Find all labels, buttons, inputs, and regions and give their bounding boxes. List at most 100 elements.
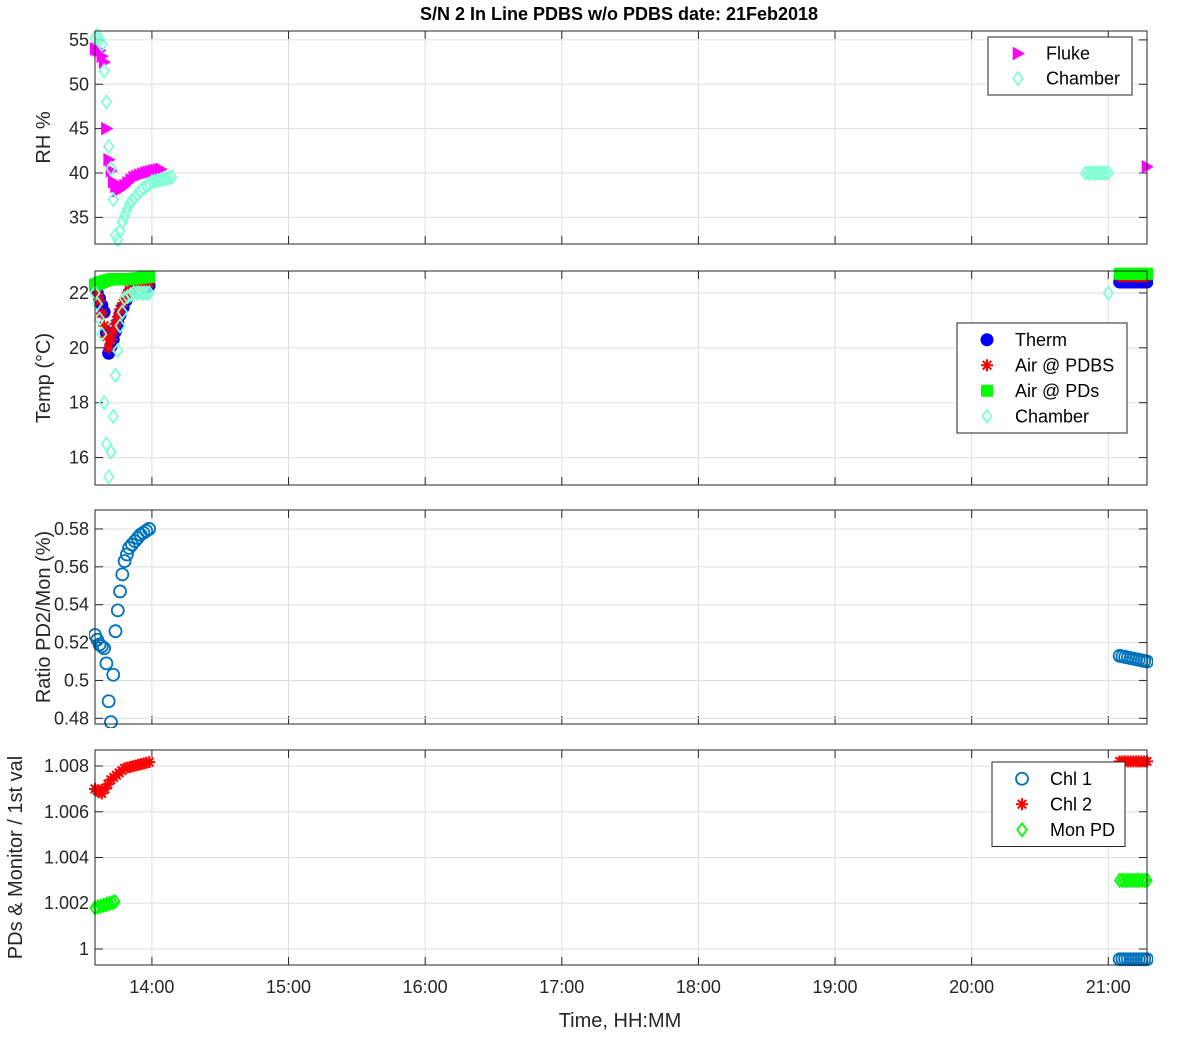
y-tick-label: 0.54 xyxy=(54,595,89,615)
y-tick-label: 50 xyxy=(69,74,89,94)
data-point xyxy=(108,624,123,639)
data-point xyxy=(109,893,121,910)
x-tick-label: 21:00 xyxy=(1086,977,1131,997)
markers xyxy=(89,522,1153,728)
y-tick-label: 45 xyxy=(69,119,89,139)
y-tick-label: 1 xyxy=(79,939,89,959)
axes-box xyxy=(94,749,1148,966)
data-point xyxy=(115,567,130,582)
y-tick-label: 0.5 xyxy=(64,670,89,690)
legend-label: Fluke xyxy=(1046,44,1090,64)
y-tick-label: 0.58 xyxy=(54,519,89,539)
series-2 xyxy=(89,27,1115,248)
data-point xyxy=(109,367,122,384)
x-tick-label: 14:00 xyxy=(129,977,174,997)
data-point xyxy=(102,468,115,485)
y-tick-label: 1.002 xyxy=(44,893,89,913)
data-point xyxy=(102,341,115,354)
x-tick-label: 19:00 xyxy=(813,977,858,997)
x-tick-label: 18:00 xyxy=(676,977,721,997)
axes-box xyxy=(94,270,1148,486)
data-point xyxy=(143,176,155,193)
figure-title: S/N 2 In Line PDBS w/o PDBS date: 21Feb2… xyxy=(420,4,818,24)
data-point xyxy=(107,191,120,208)
data-point xyxy=(103,152,116,167)
data-point xyxy=(93,310,106,328)
legend-marker xyxy=(981,384,993,397)
data-point xyxy=(113,584,127,599)
data-point xyxy=(103,895,116,912)
data-point xyxy=(1099,164,1112,182)
data-point xyxy=(114,317,126,334)
y-tick-label: 16 xyxy=(69,448,89,468)
data-point xyxy=(1141,159,1153,174)
data-point xyxy=(1102,284,1115,301)
data-point xyxy=(143,284,156,301)
data-point xyxy=(98,394,110,411)
chart-panel-4: 14:00 15:00 16:00 17:00 18:00 19:00 20:00 21:00… xyxy=(5,749,1153,997)
y-tick-label: 55 xyxy=(69,30,89,50)
legend-label: Mon PD xyxy=(1050,820,1115,840)
legend-marker xyxy=(981,408,993,425)
data-point xyxy=(107,408,120,425)
x-tick-label: 20:00 xyxy=(949,977,994,997)
series-4 xyxy=(89,284,1115,485)
y-tick-label: 0.48 xyxy=(54,708,89,728)
legend-marker xyxy=(980,333,994,347)
y-tick-label: 40 xyxy=(69,163,89,183)
legend-label: Chamber xyxy=(1015,406,1089,426)
markers xyxy=(89,27,1153,248)
legend: Therm Air @ PDBS Air @ PDs Chamber xyxy=(956,322,1128,434)
legend: Fluke Chamber xyxy=(987,36,1133,96)
axes-box xyxy=(94,30,1148,245)
legend-marker xyxy=(1016,798,1028,811)
data-point xyxy=(116,213,129,230)
y-tick-label: 20 xyxy=(69,338,89,358)
legend-marker xyxy=(1012,70,1024,87)
data-point xyxy=(101,121,114,136)
data-point xyxy=(101,694,116,709)
data-point xyxy=(96,326,108,343)
data-point xyxy=(118,207,131,224)
data-point xyxy=(163,169,175,186)
data-point xyxy=(126,192,138,209)
y-axis-label: PDs & Monitor / 1st val xyxy=(5,756,27,959)
legend-marker xyxy=(1015,771,1029,786)
data-point xyxy=(160,170,172,187)
data-point xyxy=(110,603,125,618)
data-point xyxy=(98,62,110,79)
series-1 xyxy=(89,522,1153,728)
data-point xyxy=(116,304,129,321)
legend-label: Chl 2 xyxy=(1050,794,1092,814)
data-point xyxy=(91,295,104,312)
data-point xyxy=(142,522,156,536)
data-point xyxy=(102,138,115,155)
y-tick-label: 1.004 xyxy=(44,848,89,868)
legend-label: Chamber xyxy=(1046,69,1120,89)
y-axis-label: Ratio PD2/Mon (%) xyxy=(33,531,55,703)
data-point xyxy=(105,160,117,177)
y-tick-label: 1.008 xyxy=(44,756,89,776)
x-tick-label: 15:00 xyxy=(266,977,311,997)
legend-marker xyxy=(1016,821,1028,838)
data-point xyxy=(105,444,117,461)
data-point xyxy=(121,201,133,219)
legend-marker xyxy=(1012,46,1026,61)
y-tick-label: 1.006 xyxy=(44,802,89,822)
data-point xyxy=(96,36,108,53)
data-point xyxy=(111,342,124,359)
y-tick-label: 22 xyxy=(69,283,89,303)
legend-label: Chl 1 xyxy=(1050,769,1092,789)
data-point xyxy=(139,523,154,538)
data-point xyxy=(166,169,178,186)
y-axis-label: RH % xyxy=(33,111,55,163)
plot-area xyxy=(95,510,1147,724)
data-point xyxy=(104,333,117,346)
axes-box xyxy=(94,509,1148,725)
data-point xyxy=(140,284,153,301)
x-tick-label: 16:00 xyxy=(403,977,448,997)
y-axis-label: Temp (°C) xyxy=(33,333,55,423)
data-point xyxy=(123,196,135,213)
data-point xyxy=(100,435,113,452)
